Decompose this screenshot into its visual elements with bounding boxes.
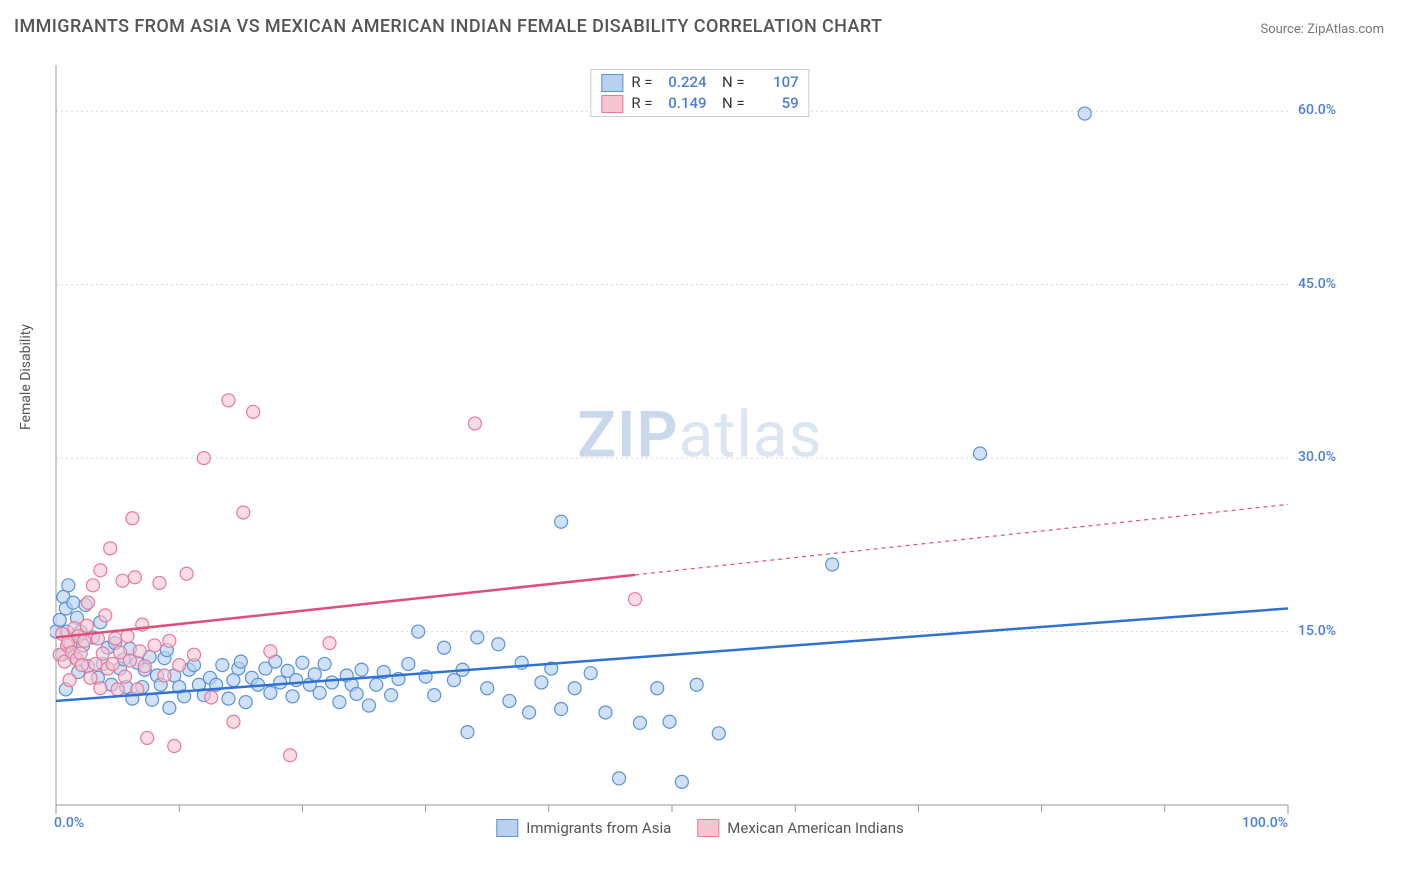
series-legend: Immigrants from Asia Mexican American In… <box>496 819 903 837</box>
legend-swatch <box>601 74 623 92</box>
stats-legend: R = 0.224 N = 107 R = 0.149 N = 59 <box>590 69 809 117</box>
stats-legend-row: R = 0.224 N = 107 <box>601 72 798 93</box>
n-value: 107 <box>753 72 799 93</box>
y-axis-label: Female Disability <box>18 324 34 430</box>
y-tick-label: 15.0% <box>1298 623 1336 639</box>
legend-swatch <box>601 95 623 113</box>
n-value: 59 <box>753 93 799 114</box>
series-legend-label: Mexican American Indians <box>727 819 903 837</box>
series-legend-item: Mexican American Indians <box>697 819 903 837</box>
source-attribution: Source: ZipAtlas.com <box>1260 22 1384 37</box>
y-tick-label: 45.0% <box>1298 276 1336 292</box>
r-value: 0.224 <box>661 72 707 93</box>
series-legend-label: Immigrants from Asia <box>526 819 671 837</box>
series-legend-item: Immigrants from Asia <box>496 819 671 837</box>
x-tick-label: 100.0% <box>1242 815 1288 831</box>
n-label: N = <box>715 72 745 93</box>
scatter-plot: ZIPatlas R = 0.224 N = 107 R = 0.149 N =… <box>50 65 1350 835</box>
r-label: R = <box>631 72 652 93</box>
x-tick-label: 0.0% <box>54 815 84 831</box>
legend-swatch <box>697 819 719 837</box>
y-tick-label: 30.0% <box>1298 449 1336 465</box>
chart-svg <box>50 65 1350 835</box>
legend-swatch <box>496 819 518 837</box>
r-label: R = <box>631 93 652 114</box>
chart-title: IMMIGRANTS FROM ASIA VS MEXICAN AMERICAN… <box>14 16 882 37</box>
stats-legend-row: R = 0.149 N = 59 <box>601 93 798 114</box>
y-tick-label: 60.0% <box>1298 102 1336 118</box>
n-label: N = <box>715 93 745 114</box>
r-value: 0.149 <box>661 93 707 114</box>
